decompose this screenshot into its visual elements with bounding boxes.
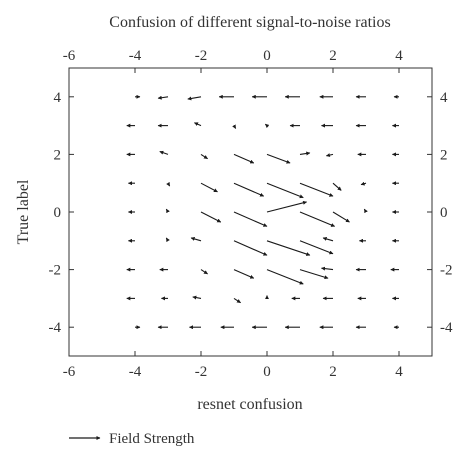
x-tick-label-top: -2 (195, 48, 208, 64)
vector-arrow (332, 211, 350, 223)
x-axis-label: resnet confusion (197, 396, 302, 413)
vector-arrow (299, 211, 336, 227)
vector-arrow (233, 211, 268, 227)
vector-arrow (165, 237, 170, 243)
x-tick-label: -4 (129, 364, 142, 380)
y-tick-label: 4 (54, 90, 62, 106)
vector-arrow (200, 182, 218, 193)
y-tick-label-right: 0 (440, 205, 448, 221)
vector-arrow (299, 269, 329, 280)
vector-arrow (360, 181, 367, 186)
vector-arrow (165, 208, 170, 214)
vector-arrow (157, 95, 169, 100)
vector-arrow (326, 153, 334, 158)
x-tick-label: 0 (263, 364, 271, 380)
vector-arrow (194, 122, 202, 127)
x-tick-label: -6 (63, 364, 76, 380)
vector-arrow (200, 153, 208, 160)
vector-arrow (332, 182, 342, 191)
vector-arrow (321, 266, 334, 271)
legend-label: Field Strength (109, 431, 195, 447)
vector-arrow (264, 123, 270, 129)
vector-arrow (233, 297, 241, 304)
x-tick-label-top: 4 (395, 48, 403, 64)
vector-arrow (266, 153, 291, 164)
vector-arrow (159, 150, 169, 155)
y-tick-label: -2 (49, 263, 62, 279)
vector-arrow (266, 240, 311, 256)
vector-arrow (233, 269, 255, 279)
vector-arrow (233, 240, 268, 256)
vector-arrow (266, 182, 304, 199)
vector-arrow (200, 211, 222, 223)
vector-arrow (190, 237, 202, 242)
x-tick-label-top: -6 (63, 48, 76, 64)
y-tick-label: 2 (54, 147, 62, 163)
vector-arrow (299, 182, 334, 197)
y-tick-label-right: 2 (440, 147, 448, 163)
plot-area-frame (68, 67, 433, 357)
x-tick-label: 4 (395, 364, 403, 380)
y-axis-ticks: -4 -4 -2 -2 0 0 2 2 4 4 (49, 90, 453, 336)
y-tick-label: 0 (54, 205, 62, 221)
vector-arrow (299, 151, 311, 156)
x-tick-label: 2 (329, 364, 337, 380)
vector-arrow (200, 269, 208, 275)
vector-arrow (363, 208, 368, 214)
y-tick-label-right: 4 (440, 90, 448, 106)
x-axis-ticks: -6 -6 -4 -4 -2 -2 0 0 2 2 4 4 (63, 48, 404, 380)
vector-field (126, 94, 399, 330)
y-tick-label-right: -4 (440, 320, 453, 336)
vector-arrow (166, 181, 171, 187)
vector-arrow (266, 269, 304, 285)
x-tick-label-top: 2 (329, 48, 337, 64)
x-tick-label-top: -4 (129, 48, 142, 64)
y-tick-label-right: -2 (440, 263, 453, 279)
legend: Field Strength (69, 431, 195, 447)
vector-arrow (232, 124, 237, 129)
y-axis-label: True label (15, 179, 32, 244)
vector-arrow (187, 96, 202, 101)
vector-arrow (233, 182, 265, 197)
vector-arrow (233, 153, 255, 164)
vector-arrow (322, 237, 334, 242)
vector-arrow (266, 200, 307, 213)
x-tick-label-top: 0 (263, 48, 271, 64)
vector-arrow (299, 240, 334, 255)
chart-title: Confusion of different signal-to-noise r… (109, 14, 390, 31)
vector-arrow (192, 295, 202, 300)
y-tick-label: -4 (49, 320, 62, 336)
x-tick-label: -2 (195, 364, 208, 380)
